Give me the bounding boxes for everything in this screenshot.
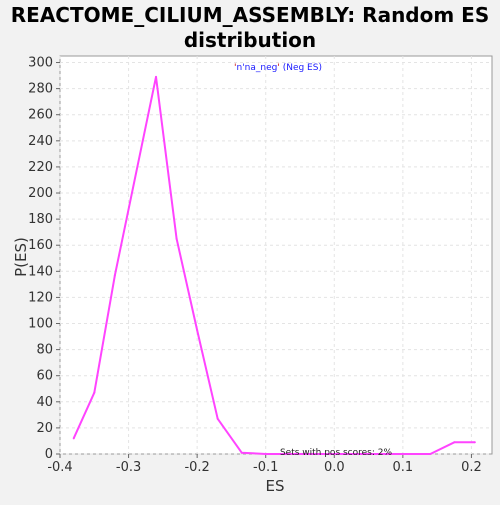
series-line bbox=[72, 75, 475, 455]
x-tick-label: 0.1 bbox=[393, 460, 414, 475]
series-layer bbox=[72, 75, 476, 455]
y-tick-label: 20 bbox=[36, 421, 53, 436]
legend-quote-close: ' bbox=[277, 63, 279, 73]
y-tick-label: 0 bbox=[45, 447, 53, 462]
data-point bbox=[240, 451, 243, 454]
data-point bbox=[113, 274, 116, 277]
data-point bbox=[175, 237, 178, 240]
y-tick-label: 260 bbox=[28, 108, 53, 123]
data-point bbox=[453, 441, 456, 444]
x-tick-label: -0.2 bbox=[184, 460, 209, 475]
data-point bbox=[429, 453, 432, 455]
x-axis-label: ES bbox=[266, 477, 285, 495]
x-tick-label: 0.0 bbox=[324, 460, 345, 475]
y-tick-label: 100 bbox=[28, 317, 53, 332]
data-point bbox=[473, 441, 476, 444]
legend-suffix: (Neg ES) bbox=[280, 63, 322, 73]
x-tick-label: -0.4 bbox=[47, 460, 72, 475]
data-point bbox=[401, 453, 404, 455]
chart-title-line-2: distribution bbox=[184, 28, 316, 52]
data-point bbox=[196, 329, 199, 332]
data-point bbox=[299, 453, 301, 455]
y-tick-label: 300 bbox=[28, 56, 53, 71]
data-point bbox=[93, 391, 96, 394]
y-tick-label: 220 bbox=[28, 160, 53, 175]
axes: 0 20 40 60 80 100 120 140 160 180 200 220 240 260 280 3… bbox=[28, 56, 482, 475]
y-tick-label: 160 bbox=[28, 238, 53, 253]
y-tick-label: 140 bbox=[28, 264, 53, 279]
pos-scores-annotation: Sets with pos scores: 2% bbox=[280, 448, 393, 458]
y-tick-label: 240 bbox=[28, 134, 53, 149]
plot-area bbox=[59, 55, 493, 455]
y-tick-label: 280 bbox=[28, 82, 53, 97]
y-tick-label: 60 bbox=[36, 369, 53, 384]
data-point bbox=[367, 453, 370, 455]
x-tick-label: -0.3 bbox=[116, 460, 141, 475]
x-tick-label: -0.1 bbox=[253, 460, 278, 475]
y-tick-label: 120 bbox=[28, 290, 53, 305]
y-tick-label: 200 bbox=[28, 186, 53, 201]
y-tick-label: 180 bbox=[28, 212, 53, 227]
data-point bbox=[216, 417, 219, 420]
y-tick-label: 40 bbox=[36, 395, 53, 410]
data-point bbox=[264, 453, 267, 455]
legend-quote-open: ' bbox=[234, 63, 236, 73]
data-point bbox=[72, 437, 75, 440]
data-point bbox=[333, 453, 336, 455]
data-point bbox=[155, 75, 157, 78]
legend-entry: 'n'na_neg' (Neg ES) bbox=[234, 63, 322, 73]
y-tick-label: 80 bbox=[36, 343, 53, 358]
legend-series-name: n'na_neg bbox=[237, 63, 278, 73]
y-axis-label: P(ES) bbox=[12, 237, 30, 277]
chart-title-line-1: REACTOME_CILIUM_ASSEMBLY: Random ES bbox=[11, 3, 489, 27]
x-tick-label: 0.2 bbox=[461, 460, 482, 475]
